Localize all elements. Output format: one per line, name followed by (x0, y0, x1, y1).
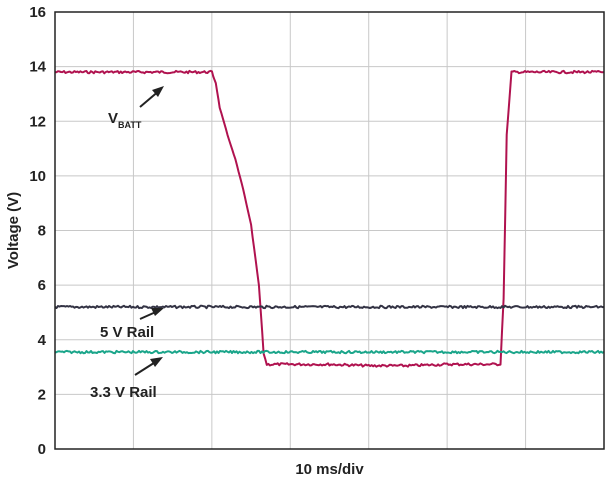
y-tick-label: 8 (38, 223, 46, 240)
series-layer (54, 69, 605, 368)
rail-5v-arrowhead (151, 308, 164, 316)
x-axis-title: 10 ms/div (295, 461, 364, 478)
y-tick-label: 6 (38, 277, 46, 294)
y-tick-label: 10 (29, 168, 46, 185)
y-tick-label: 0 (38, 441, 46, 458)
series-line-0 (54, 69, 605, 368)
series-line-1 (54, 304, 605, 310)
vbatt-arrowhead (152, 86, 164, 97)
vbatt-label-main: V (108, 110, 118, 127)
rail-3v3-annotation: 3.3 V Rail (90, 357, 163, 401)
rail-5v-annotation: 5 V Rail (100, 308, 164, 341)
y-tick-label: 16 (29, 4, 46, 21)
y-tick-label: 2 (38, 386, 46, 403)
rail-5v-label: 5 V Rail (100, 324, 154, 341)
vbatt-label-sub: BATT (118, 120, 142, 130)
vbatt-annotation: VBATT (108, 86, 164, 130)
grid-lines (55, 12, 604, 449)
y-tick-label: 12 (29, 113, 46, 130)
y-tick-label: 4 (38, 332, 47, 349)
plot-frame (54, 11, 605, 450)
y-tick-labels: 0 2 4 6 8 10 12 14 16 (29, 4, 46, 458)
rail-3v3-arrowhead (150, 357, 163, 367)
y-axis-title: Voltage (V) (5, 192, 22, 269)
vbatt-label: VBATT (108, 110, 142, 130)
y-tick-label: 14 (29, 59, 46, 76)
rail-3v3-label: 3.3 V Rail (90, 384, 157, 401)
series-line-2 (54, 349, 605, 355)
